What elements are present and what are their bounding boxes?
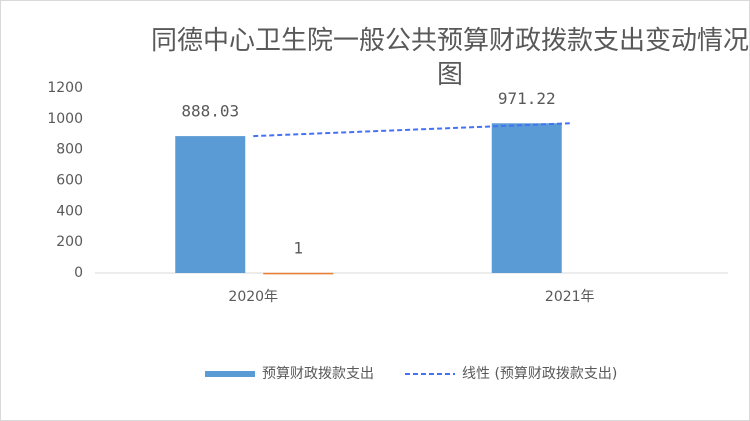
- data-label: 888.03: [181, 102, 239, 121]
- legend-label: 预算财政拨款支出: [262, 366, 374, 382]
- chart-title: 同德中心卫生院一般公共预算财政拨款支出变动情况图: [150, 26, 749, 90]
- x-tick-label: 2020年: [228, 289, 278, 305]
- y-tick-label: 1000: [47, 111, 83, 127]
- bar: [175, 136, 246, 273]
- y-tick-label: 1200: [47, 80, 83, 96]
- data-label: 971.22: [498, 89, 556, 108]
- bar: [491, 123, 562, 273]
- legend-label: 线性 (预算财政拨款支出): [462, 366, 617, 382]
- y-tick-label: 600: [56, 173, 83, 189]
- x-tick-label: 2021年: [545, 289, 595, 305]
- y-tick-label: 0: [74, 265, 83, 281]
- y-tick-label: 400: [56, 203, 83, 219]
- y-tick-label: 200: [56, 234, 83, 250]
- bar: [263, 272, 334, 275]
- data-label: 1: [293, 238, 303, 257]
- y-tick-label: 800: [56, 142, 83, 158]
- trendline: [253, 122, 570, 138]
- legend-swatch: [205, 371, 255, 377]
